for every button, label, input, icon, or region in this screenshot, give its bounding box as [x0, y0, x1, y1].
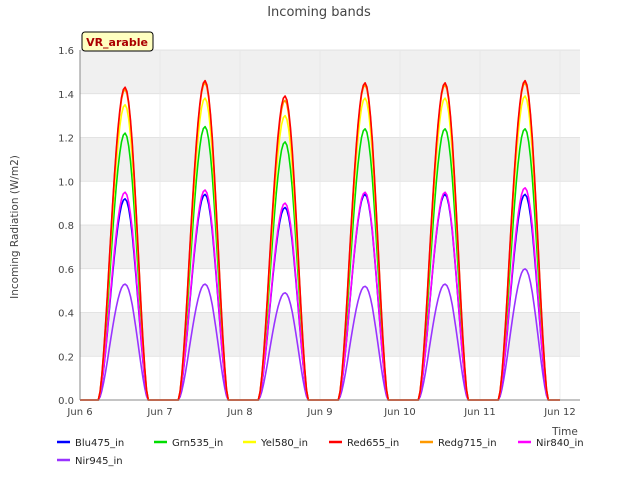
x-tick-label: Jun 9 — [306, 407, 332, 418]
legend-label: Nir840_in — [536, 438, 584, 449]
x-tick-label: Jun 11 — [463, 407, 496, 418]
legend-label: Blu475_in — [75, 438, 124, 449]
axes: 0.0 0.2 0.4 0.6 0.8 1.0 1.2 1.4 1.6 Jun 6 Jun 7 Jun… — [58, 46, 580, 418]
x-axis-label: Time — [551, 426, 578, 438]
y-tick-label: 0.2 — [58, 352, 74, 363]
y-tick-label: 1.2 — [58, 134, 74, 145]
x-tick-label: Jun 7 — [146, 407, 172, 418]
y-tick-label: 1.6 — [58, 46, 74, 57]
grid-band — [80, 312, 580, 357]
y-tick-label: 1.0 — [58, 177, 74, 188]
grid-band — [80, 225, 580, 269]
legend-label: Red655_in — [347, 438, 399, 449]
y-tick-label: 0.8 — [58, 221, 74, 232]
chart-title: Incoming bands — [267, 5, 371, 20]
site-badge-label: VR_arable — [86, 36, 148, 49]
y-tick-label: 0.0 — [58, 396, 74, 407]
site-badge-box — [81, 31, 154, 52]
x-tick-label: Jun 12 — [543, 407, 576, 418]
y-axis-label: Incoming Radiation (W/m2) — [9, 155, 21, 299]
legend-label: Grn535_in — [172, 438, 223, 449]
legend-label: Nir945_in — [75, 456, 123, 467]
legend: Blu475_in Grn535_in Yel580_in Red655_in Redg… — [57, 438, 584, 467]
legend-label: Yel580_in — [260, 438, 308, 449]
y-tick-label: 0.6 — [58, 265, 74, 276]
y-tick-label: 0.4 — [58, 309, 74, 320]
grid-band — [80, 50, 580, 94]
x-tick-label: Jun 10 — [383, 407, 416, 418]
x-tick-label: Jun 8 — [226, 407, 252, 418]
legend-label: Redg715_in — [438, 438, 497, 449]
x-tick-label: Jun 6 — [66, 407, 92, 418]
y-tick-label: 1.4 — [58, 90, 74, 101]
site-badge: VR_arable — [81, 31, 154, 52]
grid-band — [80, 137, 580, 182]
